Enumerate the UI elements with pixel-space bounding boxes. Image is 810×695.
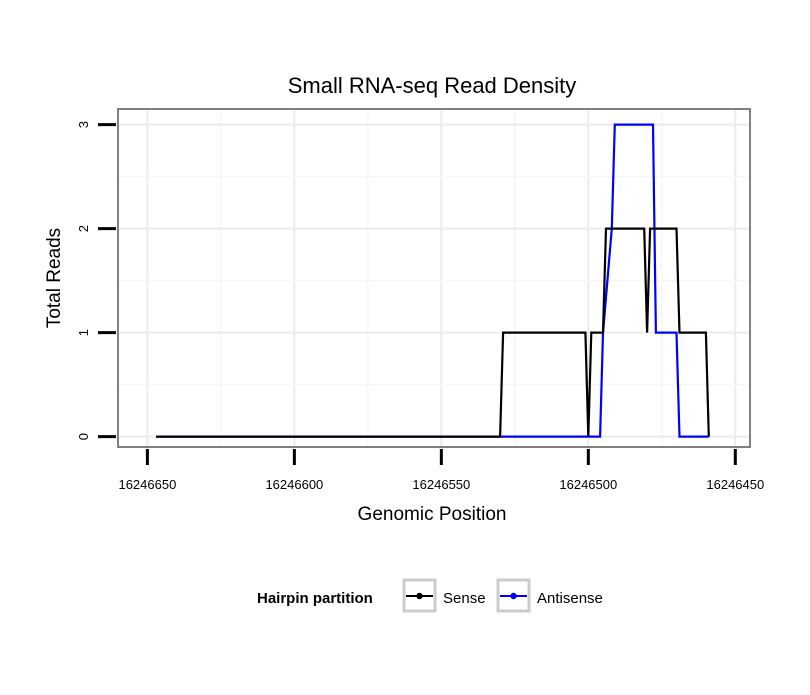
legend-item-sense: Sense bbox=[402, 578, 486, 613]
legend-label-antisense: Antisense bbox=[537, 590, 603, 607]
y-axis: 0 1 2 3 bbox=[76, 121, 116, 440]
x-tick-label: 16246500 bbox=[559, 477, 617, 492]
panel-border bbox=[117, 108, 751, 448]
legend-items: Sense Antisense bbox=[402, 578, 603, 613]
chart-title: Small RNA-seq Read Density bbox=[288, 73, 577, 98]
y-axis-title: Total Reads bbox=[44, 228, 65, 328]
x-tick-label: 16246450 bbox=[706, 477, 764, 492]
x-tick-label: 16246650 bbox=[118, 477, 176, 492]
legend-key-point bbox=[510, 592, 517, 600]
series-line-antisense bbox=[156, 123, 709, 438]
x-axis: 16246650 16246600 16246550 16246500 16246450 bbox=[118, 449, 764, 492]
y-tick-label: 0 bbox=[76, 433, 91, 440]
legend-title: Hairpin partition bbox=[257, 590, 373, 607]
series-lines bbox=[156, 123, 710, 438]
x-axis-title: Genomic Position bbox=[358, 504, 507, 525]
y-tick-label: 3 bbox=[76, 121, 91, 128]
y-tick-label: 2 bbox=[76, 225, 91, 232]
y-tick-label: 1 bbox=[76, 329, 91, 336]
x-tick-label: 16246600 bbox=[265, 477, 323, 492]
legend-item-antisense: Antisense bbox=[496, 578, 603, 613]
legend: Hairpin partition Sense Antisense bbox=[257, 578, 603, 613]
legend-key-point bbox=[416, 592, 423, 600]
legend-label-sense: Sense bbox=[443, 590, 486, 607]
series-line-sense bbox=[156, 227, 710, 438]
x-tick-label: 16246550 bbox=[412, 477, 470, 492]
